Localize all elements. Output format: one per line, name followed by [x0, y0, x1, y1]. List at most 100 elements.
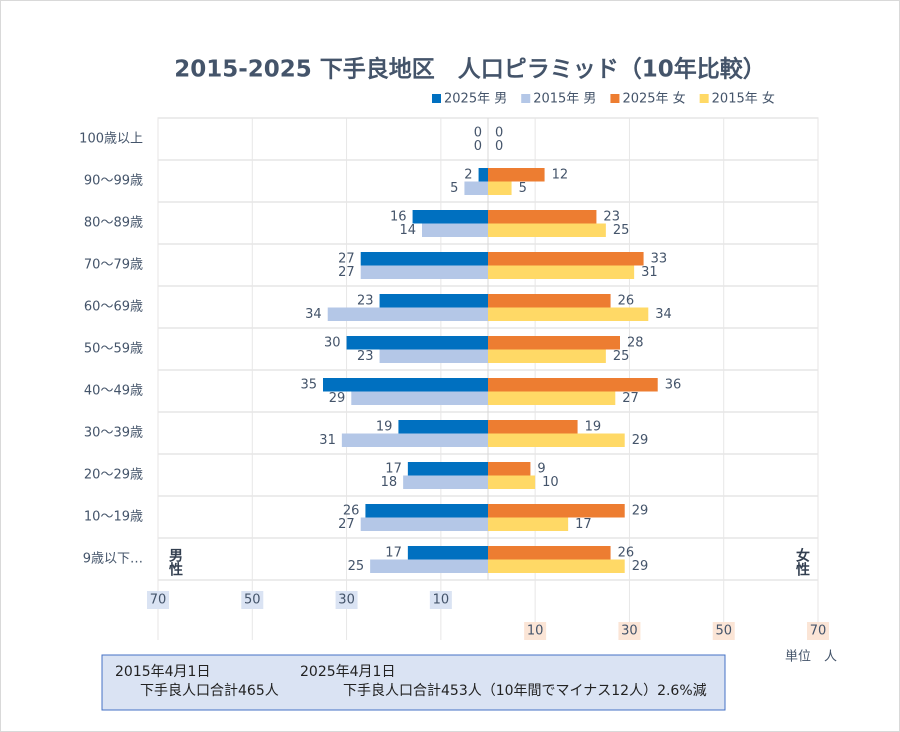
chart-title: 2015-2025 下手良地区 人口ピラミッド（10年比較） [174, 56, 766, 83]
bar [351, 391, 488, 405]
bar [488, 517, 569, 531]
bar [464, 181, 488, 195]
bar [488, 420, 578, 434]
data-label: 25 [613, 349, 630, 364]
legend-label: 2015年 男 [533, 92, 596, 107]
data-label: 26 [618, 294, 635, 309]
bar [488, 210, 597, 224]
data-label: 14 [399, 223, 416, 238]
x-tick-label: 10 [433, 593, 450, 608]
y-tick-label: 50～59歳 [84, 342, 143, 357]
bar [407, 462, 488, 476]
bar [422, 223, 488, 237]
y-tick-label: 70～79歳 [84, 258, 143, 273]
tick-label-bg [147, 591, 169, 609]
y-tick-label: 80～89歳 [84, 216, 143, 231]
bar [488, 294, 611, 308]
legend-swatch [610, 94, 620, 103]
bar [488, 391, 616, 405]
data-label: 31 [641, 265, 658, 280]
data-label: 16 [390, 210, 407, 225]
data-label: 12 [552, 168, 569, 183]
data-label: 5 [519, 181, 527, 196]
legend-label: 2015年 女 [712, 91, 775, 107]
note-date: 2025年4月1日 [300, 664, 395, 680]
data-label: 23 [357, 294, 374, 309]
x-tick-label: 50 [244, 593, 261, 608]
data-label: 0 [495, 139, 503, 154]
bar [488, 168, 545, 182]
data-label: 29 [632, 504, 649, 519]
y-tick-label: 9歳以下… [83, 552, 143, 567]
note-box [101, 654, 726, 711]
note-text: 下手良人口合計453人（10年間でマイナス12人）2.6%減 [343, 682, 707, 699]
tick-label-bg [241, 591, 264, 609]
tick-label-bg [618, 622, 641, 640]
bar [488, 433, 625, 447]
data-label: 19 [376, 420, 393, 435]
data-label: 27 [338, 265, 355, 280]
x-tick-label: 70 [150, 593, 167, 608]
y-tick-label: 20～29歳 [84, 468, 143, 483]
bar [488, 349, 606, 363]
data-label: 0 [474, 139, 482, 154]
data-label: 18 [381, 475, 398, 490]
data-label: 10 [542, 475, 559, 490]
data-label: 2 [464, 168, 472, 183]
bar [488, 378, 658, 392]
data-label: 27 [622, 391, 639, 406]
bar [379, 294, 488, 308]
legend-swatch [521, 94, 531, 103]
bar [488, 181, 512, 195]
x-tick-label: 30 [621, 624, 638, 639]
x-tick-label: 30 [338, 593, 355, 608]
legend-label: 2025年 女 [622, 91, 685, 107]
data-label: 25 [348, 559, 365, 574]
tick-label-bg [712, 622, 735, 640]
data-label: 34 [305, 307, 322, 322]
data-label: 29 [632, 433, 649, 448]
x-tick-label: 70 [810, 624, 827, 639]
data-label: 27 [338, 517, 355, 532]
data-label: 26 [343, 504, 360, 519]
data-label: 34 [655, 307, 672, 322]
legend-swatch [432, 94, 441, 103]
legend-swatch [699, 94, 709, 103]
y-tick-label: 30～39歳 [84, 426, 143, 441]
bar [370, 559, 488, 573]
bar [488, 475, 536, 489]
bar [488, 336, 620, 350]
bar [478, 168, 488, 182]
bar [412, 210, 488, 224]
bar [379, 349, 488, 363]
bar [403, 475, 488, 489]
y-tick-label: 100歳以上 [79, 132, 143, 147]
left-side-label: 男性 [167, 548, 183, 576]
data-label: 35 [300, 378, 317, 393]
data-label: 5 [450, 181, 458, 196]
bar [327, 307, 488, 321]
data-label: 26 [618, 546, 635, 561]
y-tick-label: 10～19歳 [84, 510, 143, 525]
bar [488, 559, 625, 573]
data-label: 36 [665, 378, 682, 393]
tick-label-bg [524, 622, 547, 640]
bar [488, 223, 606, 237]
data-label: 27 [338, 252, 355, 267]
bar [407, 546, 488, 560]
right-side-label: 女性 [794, 547, 810, 576]
data-label: 17 [575, 517, 592, 532]
data-label: 23 [357, 349, 374, 364]
bar [341, 433, 488, 447]
legend-label: 2025年 男 [444, 92, 507, 107]
note-date: 2015年4月1日 [115, 664, 210, 680]
data-label: 0 [495, 126, 503, 141]
note-text: 下手良人口合計465人 [140, 683, 279, 699]
y-tick-label: 90～99歳 [84, 174, 143, 189]
data-label: 25 [613, 223, 630, 238]
bar [360, 265, 488, 279]
unit-label: 単位 人 [785, 649, 837, 665]
bar [360, 252, 488, 266]
